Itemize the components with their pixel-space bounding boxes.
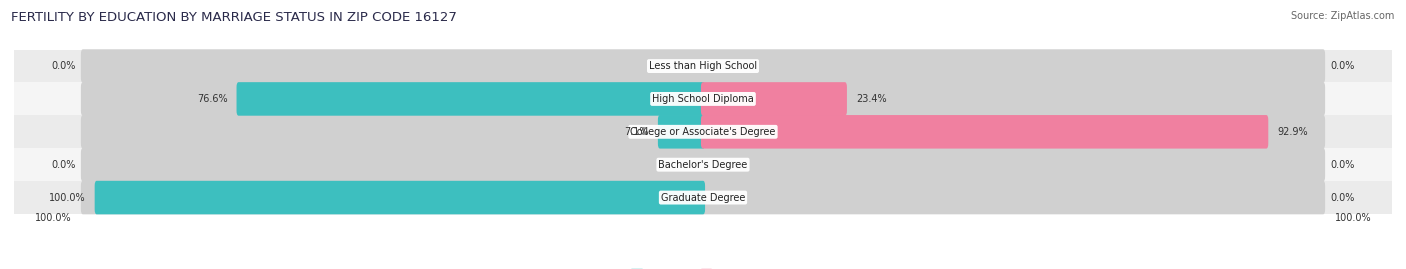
Text: 0.0%: 0.0% (52, 160, 76, 170)
Text: Less than High School: Less than High School (650, 61, 756, 71)
Bar (14, 148, 1392, 181)
Text: College or Associate's Degree: College or Associate's Degree (630, 127, 776, 137)
Bar (14, 115, 1392, 148)
Text: 7.1%: 7.1% (624, 127, 650, 137)
FancyBboxPatch shape (82, 115, 1324, 148)
Text: Graduate Degree: Graduate Degree (661, 193, 745, 203)
Text: 100.0%: 100.0% (35, 213, 72, 223)
Text: 0.0%: 0.0% (1330, 193, 1354, 203)
Text: Source: ZipAtlas.com: Source: ZipAtlas.com (1291, 11, 1395, 21)
FancyBboxPatch shape (236, 82, 704, 116)
Text: 0.0%: 0.0% (1330, 61, 1354, 71)
Text: 92.9%: 92.9% (1277, 127, 1308, 137)
Text: FERTILITY BY EDUCATION BY MARRIAGE STATUS IN ZIP CODE 16127: FERTILITY BY EDUCATION BY MARRIAGE STATU… (11, 11, 457, 24)
Bar (14, 49, 1392, 83)
Text: Bachelor's Degree: Bachelor's Degree (658, 160, 748, 170)
Text: 76.6%: 76.6% (197, 94, 228, 104)
FancyBboxPatch shape (702, 115, 1268, 148)
FancyBboxPatch shape (82, 181, 1324, 214)
Text: 100.0%: 100.0% (1334, 213, 1371, 223)
Bar (14, 83, 1392, 115)
Text: 0.0%: 0.0% (52, 61, 76, 71)
FancyBboxPatch shape (82, 82, 1324, 116)
FancyBboxPatch shape (658, 115, 704, 148)
FancyBboxPatch shape (82, 49, 1324, 83)
FancyBboxPatch shape (82, 148, 1324, 182)
FancyBboxPatch shape (94, 181, 704, 214)
Legend: Married, Unmarried: Married, Unmarried (627, 264, 779, 269)
Text: 100.0%: 100.0% (49, 193, 86, 203)
FancyBboxPatch shape (702, 82, 846, 116)
Text: 0.0%: 0.0% (1330, 160, 1354, 170)
Text: High School Diploma: High School Diploma (652, 94, 754, 104)
Text: 23.4%: 23.4% (856, 94, 887, 104)
Bar (14, 181, 1392, 214)
